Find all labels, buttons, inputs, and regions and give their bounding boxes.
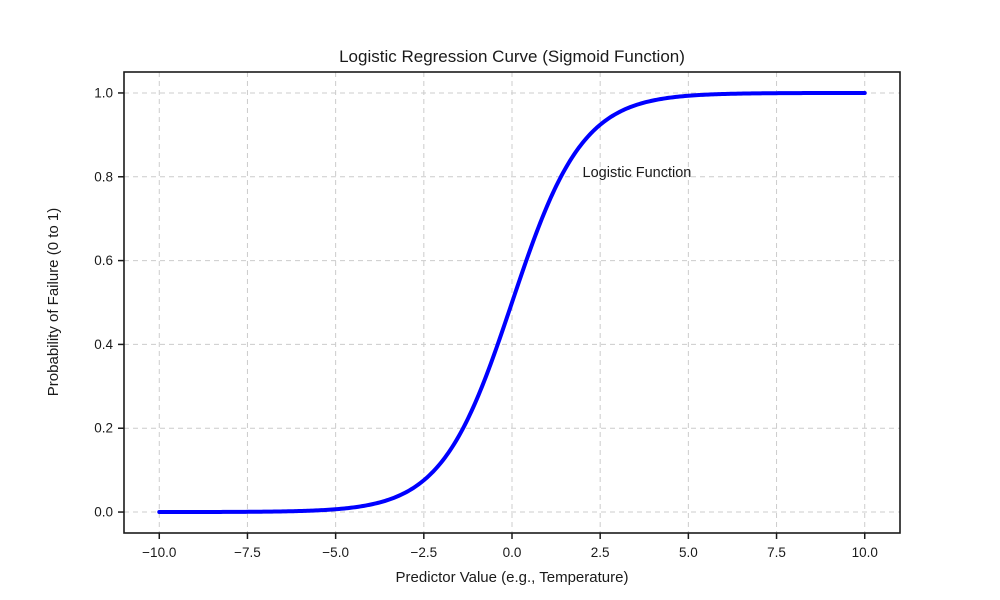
y-tick-label: 0.2 <box>94 421 113 436</box>
chart-title: Logistic Regression Curve (Sigmoid Funct… <box>339 47 685 66</box>
y-tick-label: 0.8 <box>94 169 113 184</box>
x-tick-label: 2.5 <box>591 545 610 560</box>
x-tick-label: 5.0 <box>679 545 698 560</box>
x-tick-label: −5.0 <box>322 545 349 560</box>
y-tick-label: 0.0 <box>94 505 113 520</box>
y-axis-label: Probability of Failure (0 to 1) <box>45 208 62 396</box>
x-tick-label: −7.5 <box>234 545 261 560</box>
x-tick-label: 10.0 <box>852 545 878 560</box>
y-tick-label: 1.0 <box>94 85 113 100</box>
x-tick-label: 7.5 <box>767 545 786 560</box>
tick-layer: −10.0 −7.5 −5.0 −2.5 0.0 2.5 5.0 7.5 10.0 0.0 0.2 0… <box>94 85 878 560</box>
y-tick-label: 0.6 <box>94 253 113 268</box>
curve-layer <box>157 90 867 515</box>
annotation-logistic-function: Logistic Function <box>583 165 692 181</box>
y-tick-label: 0.4 <box>94 337 113 352</box>
x-tick-label: −2.5 <box>410 545 437 560</box>
x-axis-label: Predictor Value (e.g., Temperature) <box>396 569 629 586</box>
sigmoid-curve <box>157 90 867 515</box>
x-tick-label: 0.0 <box>503 545 522 560</box>
x-tick-label: −10.0 <box>142 545 176 560</box>
